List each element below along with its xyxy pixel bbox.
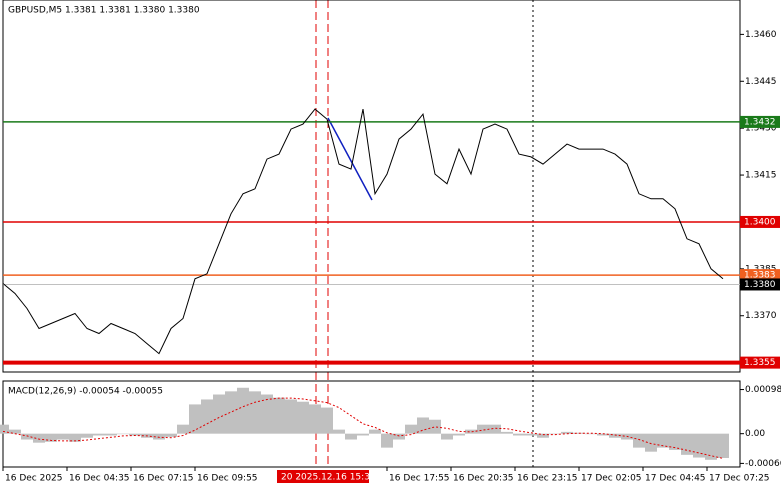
histogram-bar — [9, 429, 21, 434]
y-tick-label: 1.3370 — [745, 311, 777, 321]
histogram-bar — [669, 433, 681, 450]
histogram-bar — [645, 433, 657, 452]
histogram-bar — [465, 429, 477, 434]
histogram-bar — [321, 407, 333, 434]
histogram-bar — [45, 433, 57, 442]
x-tick-label: 17 Dec 07:25 — [709, 474, 770, 484]
level-label-box — [740, 115, 780, 128]
histogram-bar — [441, 433, 453, 440]
histogram-bar — [633, 433, 645, 448]
histogram-bar — [597, 433, 609, 436]
histogram-bar — [357, 433, 369, 436]
histogram-bar — [201, 399, 213, 434]
histogram-bar — [477, 424, 489, 434]
histogram-bar — [249, 391, 261, 434]
histogram-bar — [549, 433, 561, 435]
histogram-bar — [609, 433, 621, 438]
histogram-bar — [501, 431, 513, 434]
macd-panel — [2, 380, 741, 468]
histogram-bar — [717, 433, 729, 458]
price-panel — [2, 0, 741, 373]
histogram-bar — [309, 404, 321, 434]
histogram-bar — [525, 433, 537, 436]
x-tick-label: 16 Dec 20:35 — [453, 474, 514, 484]
macd-title: MACD(12,26,9) -0.00054 -0.00055 — [8, 387, 163, 397]
histogram-bar — [177, 424, 189, 434]
histogram-bar — [657, 433, 669, 448]
histogram-bar — [189, 404, 201, 434]
price-line — [2, 108, 724, 355]
histogram-bar — [333, 429, 345, 434]
level-label-box — [740, 278, 780, 291]
histogram-bar — [489, 424, 501, 434]
histogram-bar — [69, 433, 81, 442]
y-tick-label: 1.3445 — [745, 77, 777, 87]
histogram-bar — [153, 433, 165, 440]
histogram-bar — [33, 433, 45, 443]
histogram-bar — [561, 431, 573, 434]
histogram-bar — [21, 433, 33, 440]
histogram-bar — [0, 424, 9, 434]
histogram-bar — [417, 417, 429, 434]
histogram-bar — [105, 433, 117, 436]
histogram-bar — [213, 394, 225, 434]
level-label-box — [740, 356, 780, 369]
histogram-bar — [93, 433, 105, 436]
y-tick-label: 1.3430 — [745, 124, 777, 134]
x-tick-label: 16 Dec 2025 — [5, 474, 63, 484]
histogram-bar — [297, 401, 309, 434]
histogram-bar — [393, 433, 405, 440]
cursor-label: 20 2025.12.16 15:30 — [281, 473, 376, 483]
level-label: 1.3380 — [744, 280, 776, 290]
x-tick-label: 17 Dec 02:05 — [581, 474, 642, 484]
level-label-box — [740, 215, 780, 228]
histogram-bar — [225, 391, 237, 434]
histogram-bar — [705, 433, 717, 460]
histogram-bar — [165, 433, 177, 437]
histogram-bar — [57, 433, 69, 440]
layer — [315, 0, 534, 468]
level-label: 1.3355 — [744, 358, 776, 368]
histogram-bar — [405, 424, 417, 434]
y-tick-label: 0.00 — [745, 429, 765, 439]
histogram-bar — [537, 433, 549, 438]
y-tick-label: 1.3460 — [745, 30, 777, 40]
trend-line — [327, 117, 373, 201]
y-tick-label: 0.00098 — [745, 385, 781, 395]
histogram-bar — [237, 387, 249, 434]
histogram-bar — [285, 399, 297, 434]
histogram-bar — [681, 433, 693, 455]
histogram-bar — [81, 433, 93, 438]
x-tick-label: 16 Dec 17:55 — [389, 474, 450, 484]
cursor-label-box — [277, 470, 369, 483]
signal-line — [2, 397, 724, 459]
histogram-bar — [453, 433, 465, 436]
histogram-bar — [381, 433, 393, 448]
histogram-bar — [261, 394, 273, 434]
histogram-bar — [429, 419, 441, 434]
chart-title: GBPUSD,M5 1.3381 1.3381 1.3380 1.3380 — [8, 6, 200, 16]
level-label: 1.3432 — [744, 117, 776, 127]
x-tick-label: 16 Dec 07:15 — [133, 474, 194, 484]
level-label: 1.3400 — [744, 217, 776, 227]
x-tick-label: 16 Dec 04:35 — [69, 474, 130, 484]
histogram-bar — [345, 433, 357, 440]
histogram-bar — [513, 433, 525, 436]
level-label: 1.3383 — [744, 271, 776, 281]
level-label-box — [740, 269, 780, 282]
histogram-bar — [369, 429, 381, 434]
histogram-bar — [585, 433, 597, 435]
histogram-bar — [693, 433, 705, 458]
x-tick-label: 16 Dec 09:55 — [197, 474, 258, 484]
x-tick-label: 17 Dec 04:45 — [645, 474, 706, 484]
histogram-bar — [273, 397, 285, 434]
y-tick-label: -0.00066 — [745, 459, 781, 469]
histogram-bar — [117, 433, 129, 435]
y-tick-label: 1.3415 — [745, 171, 777, 181]
histogram-bar — [129, 433, 141, 436]
x-tick-label: 16 Dec 23:15 — [517, 474, 578, 484]
